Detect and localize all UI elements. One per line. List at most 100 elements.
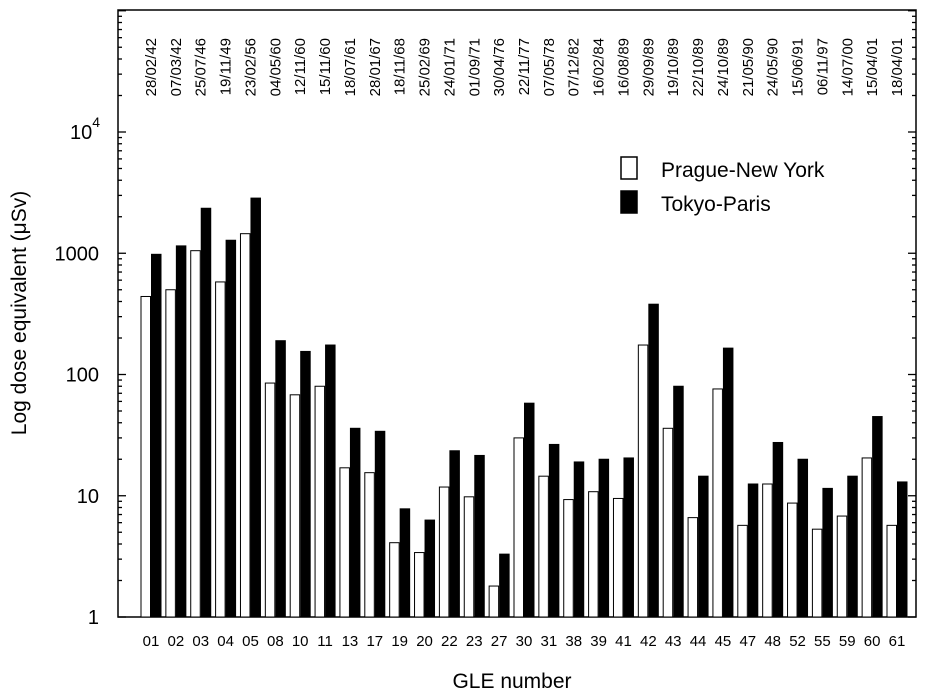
bar-prague-new-york [215,281,226,618]
bar-tokyo-paris [847,475,858,618]
x-tick-label: 61 [889,633,906,650]
bar-prague-new-york [637,344,649,618]
bar-prague-new-york [140,295,151,618]
y-tick-label: 10 [77,486,99,508]
x-tick-label: 23 [466,633,483,650]
bar-tokyo-paris [623,457,634,618]
x-tick-label: 38 [565,633,582,650]
x-tick-label: 17 [366,633,383,650]
bar-tokyo-paris [499,553,510,618]
bar-tokyo-paris [399,508,411,618]
bar-prague-new-york [339,467,350,618]
x-tick-label: 03 [192,633,209,650]
bar-prague-new-york [389,542,400,618]
bar-tokyo-paris [151,253,162,618]
x-tick-label: 04 [217,633,234,650]
bar-tokyo-paris [548,443,560,618]
bar-tokyo-paris [349,427,361,618]
bar-tokyo-paris [573,461,585,618]
bar-tokyo-paris [673,385,684,618]
y-tick-label: 104 [70,114,100,144]
date-label: 22/10/89 [690,38,707,96]
bar-prague-new-york [737,524,748,618]
bar-prague-new-york [165,289,176,618]
date-label: 19/10/89 [665,38,682,96]
x-tick-label: 52 [789,633,806,650]
date-label: 19/11/49 [218,38,235,95]
x-tick-label: 13 [342,633,359,650]
bar-tokyo-paris [698,475,709,618]
date-label: 28/02/42 [143,38,160,96]
legend-label-prague-new-york: Prague-New York [661,159,825,182]
date-label: 30/04/76 [491,38,508,96]
y-axis: 1 10 100 1000 104 [55,10,916,629]
x-tick-label: 45 [715,633,732,650]
bar-prague-new-york [488,585,500,618]
bar-tokyo-paris [200,207,212,618]
date-label: 14/07/00 [839,38,856,96]
x-tick-label: 47 [739,633,756,650]
x-tick-label: 44 [690,633,707,650]
date-label: 07/05/78 [541,38,558,96]
date-label: 15/11/60 [317,38,334,95]
x-tick-label: 55 [814,633,831,650]
date-label: 15/04/01 [864,38,881,96]
date-label: 21/05/90 [740,38,757,96]
bar-tokyo-paris [872,416,883,618]
date-label: 29/09/89 [640,38,657,96]
date-label: 25/07/46 [193,38,210,96]
date-label: 28/01/67 [367,38,384,96]
x-tick-label: 60 [864,633,881,650]
bar-prague-new-york [563,499,574,618]
bar-tokyo-paris [797,458,809,618]
date-label: 18/07/61 [342,38,359,96]
bar-tokyo-paris [175,245,187,618]
bar-tokyo-paris [449,450,460,618]
bar-tokyo-paris [275,340,286,618]
x-tick-label: 31 [541,633,558,650]
y-tick-label: 1000 [55,243,100,265]
bar-tokyo-paris [524,402,535,618]
x-tick-label: 30 [516,633,533,650]
date-label: 12/11/60 [292,38,309,95]
x-tick-label: 59 [839,633,856,650]
bar-prague-new-york [289,394,301,618]
x-tick-labels: 01 02 03 04 05 08 10 11 13 17 19 20 22 23 27 30 31 38 39 41… [143,633,906,650]
date-label: 01/09/71 [466,38,483,96]
x-tick-label: 20 [416,633,433,650]
bar-tokyo-paris [374,430,386,618]
bar-prague-new-york [314,385,326,618]
date-label: 07/03/42 [168,38,185,96]
date-label: 24/01/71 [441,38,458,96]
x-tick-label: 27 [491,633,508,650]
date-label: 18/11/68 [392,38,409,95]
legend-swatch-tokyo-paris [620,190,638,214]
bar-tokyo-paris [474,454,485,618]
legend-label-tokyo-paris: Tokyo-Paris [661,193,771,216]
date-label: 16/08/89 [615,38,632,96]
x-axis-title: GLE number [452,670,571,693]
date-label: 25/02/69 [417,38,434,96]
bar-prague-new-york [886,524,897,618]
bar-prague-new-york [836,515,848,618]
date-label: 07/12/82 [566,38,583,96]
bar-prague-new-york [687,517,699,618]
bar-prague-new-york [811,528,823,618]
bar-tokyo-paris [598,458,610,618]
date-labels: 28/02/42 07/03/42 25/07/46 19/11/49 23/02/56… [143,38,906,96]
y-axis-title: Log dose equivalent (μSv) [8,191,31,435]
bar-prague-new-york [712,388,723,618]
bar-prague-new-york [612,497,624,618]
date-label: 22/11/77 [516,38,533,95]
x-tick-label: 41 [615,633,632,650]
x-tick-label: 11 [317,633,333,650]
bar-tokyo-paris [772,441,784,618]
bar-prague-new-york [414,552,425,618]
x-tick-label: 05 [242,633,259,650]
bar-prague-new-york [787,502,798,618]
bar-prague-new-york [588,491,599,618]
bar-prague-new-york [513,437,524,618]
bar-tokyo-paris [747,483,759,618]
date-label: 16/02/84 [591,38,608,96]
